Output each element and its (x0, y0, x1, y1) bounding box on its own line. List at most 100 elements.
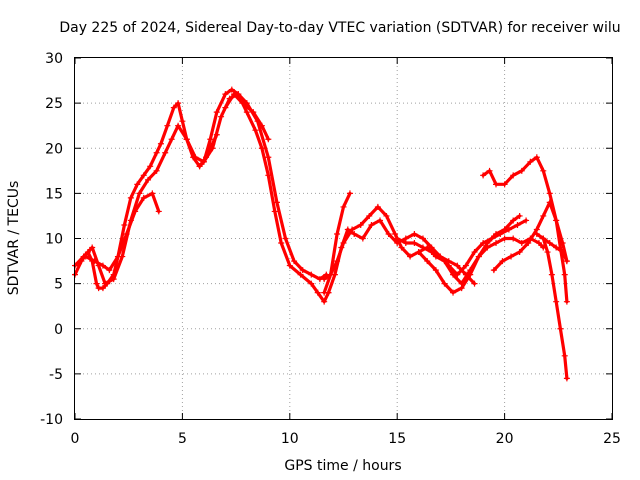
y-tick-label: 10 (45, 232, 63, 248)
data-point-marker (82, 253, 89, 260)
data-point-marker (239, 100, 246, 107)
data-point-marker (523, 217, 530, 224)
data-point-marker (518, 167, 525, 174)
data-point-marker (411, 230, 418, 237)
data-point-marker (359, 235, 366, 242)
x-tick-label: 15 (388, 431, 406, 447)
y-tick-label: -10 (40, 412, 63, 428)
data-point-marker (99, 262, 106, 269)
data-point-marker (102, 280, 109, 287)
data-point-marker (497, 230, 504, 237)
data-point-marker (168, 136, 175, 143)
data-point-marker (525, 240, 532, 247)
x-tick-label: 5 (178, 431, 187, 447)
chart-title: Day 225 of 2024, Sidereal Day-to-day VTE… (59, 20, 620, 36)
data-point-marker (377, 217, 384, 224)
data-point-marker (441, 258, 448, 265)
data-point-marker (424, 258, 431, 265)
data-point-marker (175, 122, 182, 129)
series-line-track-14 (535, 232, 569, 263)
series-layer (72, 86, 570, 382)
data-point-marker (114, 253, 121, 260)
y-tick-label: 5 (54, 277, 63, 293)
data-point-marker (179, 118, 186, 125)
data-point-marker (250, 109, 257, 116)
data-point-marker (563, 298, 570, 305)
data-point-marker (207, 136, 214, 143)
series-track-13 (540, 235, 570, 382)
data-point-marker (533, 154, 540, 161)
data-point-marker (501, 235, 508, 242)
y-tick-label: 15 (45, 186, 63, 202)
data-point-marker (544, 249, 551, 256)
data-point-marker (546, 199, 553, 206)
x-tick-label: 0 (71, 431, 80, 447)
data-point-marker (243, 109, 250, 116)
data-point-marker (540, 167, 547, 174)
data-point-marker (121, 221, 128, 228)
data-point-marker (147, 163, 154, 170)
data-point-marker (183, 136, 190, 143)
data-point-marker (467, 267, 474, 274)
data-point-marker (314, 289, 321, 296)
data-point-marker (265, 136, 272, 143)
data-point-marker (493, 181, 500, 188)
data-point-marker (374, 203, 381, 210)
data-point-marker (454, 262, 461, 269)
data-point-marker (516, 212, 523, 219)
data-point-marker (563, 258, 570, 265)
data-point-marker (136, 190, 143, 197)
data-point-marker (510, 172, 517, 179)
plot-frame (74, 57, 613, 420)
data-point-marker (411, 240, 418, 247)
data-point-marker (561, 271, 568, 278)
y-axis-title: SDTVAR / TECUs (6, 181, 22, 296)
data-point-marker (321, 289, 328, 296)
y-tick-label: 0 (54, 322, 63, 338)
series-track-1 (72, 86, 332, 305)
data-point-marker (450, 289, 457, 296)
data-point-marker (510, 235, 517, 242)
data-point-marker (462, 262, 469, 269)
data-point-marker (383, 212, 390, 219)
y-tick-label: -5 (49, 367, 63, 383)
data-point-marker (334, 230, 341, 237)
data-point-marker (475, 253, 482, 260)
data-point-marker (321, 276, 328, 283)
data-point-marker (419, 235, 426, 242)
data-point-marker (252, 127, 259, 134)
data-point-marker (258, 145, 265, 152)
data-point-marker (196, 163, 203, 170)
data-point-marker (132, 208, 139, 215)
axis-ticks (74, 57, 613, 420)
data-point-marker (346, 190, 353, 197)
data-point-marker (134, 181, 141, 188)
data-point-marker (155, 208, 162, 215)
x-axis-title: GPS time / hours (284, 458, 401, 474)
data-point-marker (93, 280, 100, 287)
data-point-marker (192, 154, 199, 161)
x-tick-label: 25 (603, 431, 621, 447)
data-point-marker (149, 190, 156, 197)
series-track-7 (325, 217, 530, 296)
data-point-marker (175, 100, 182, 107)
data-point-marker (553, 217, 560, 224)
data-point-marker (321, 298, 328, 305)
data-point-marker (153, 167, 160, 174)
data-point-marker (297, 271, 304, 278)
series-line-track-5 (223, 92, 270, 141)
data-point-marker (273, 199, 280, 206)
data-point-marker (344, 226, 351, 233)
data-point-marker (450, 271, 457, 278)
data-point-marker (213, 131, 220, 138)
data-point-marker (458, 280, 465, 287)
data-point-marker (99, 285, 106, 292)
x-tick-labels: 0 5 10 15 20 25 (71, 431, 621, 447)
data-point-marker (91, 258, 98, 265)
data-point-marker (327, 271, 334, 278)
series-line-track-9 (395, 236, 477, 286)
y-tick-label: 20 (45, 141, 63, 157)
data-point-marker (559, 249, 566, 256)
data-point-marker (145, 176, 152, 183)
data-point-marker (510, 217, 517, 224)
